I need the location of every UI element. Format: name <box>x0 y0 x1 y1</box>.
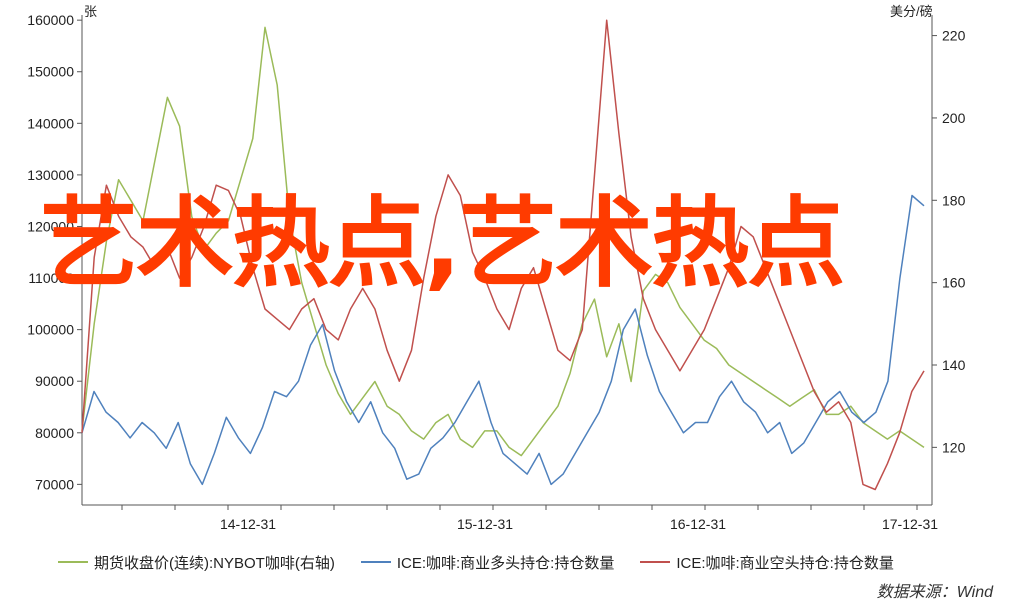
left-tick-label: 150000 <box>27 64 74 80</box>
legend-swatch-blue <box>360 561 391 563</box>
right-tick-label: 180 <box>942 192 966 208</box>
legend-swatch-green <box>58 561 88 563</box>
left-tick-label: 160000 <box>27 12 74 28</box>
right-tick-label: 220 <box>942 28 966 44</box>
right-axis-label: 美分/磅 <box>890 4 933 19</box>
legend-label-nybot: 期货收盘价(连续):NYBOT咖啡(右轴) <box>94 554 335 572</box>
legend-item-long: ICE:咖啡:商业多头持仓:持仓数量 <box>360 552 615 573</box>
left-tick-label: 100000 <box>27 322 74 338</box>
x-tick-label: 17-12-31 <box>882 516 938 532</box>
left-tick-label: 130000 <box>27 167 74 183</box>
left-tick-label: 90000 <box>35 373 74 389</box>
left-tick-label: 80000 <box>35 425 74 441</box>
series-line-0 <box>81 26 925 457</box>
legend-label-long: ICE:咖啡:商业多头持仓:持仓数量 <box>396 554 615 572</box>
right-tick-label: 140 <box>942 357 966 373</box>
plot-frame <box>81 15 933 506</box>
x-tick-label: 14-12-31 <box>220 516 276 532</box>
data-source: 数据来源：Wind <box>876 584 993 601</box>
left-axis-label: 张 <box>84 4 97 19</box>
legend: 期货收盘价(连续):NYBOT咖啡(右轴) ICE:咖啡:商业多头持仓:持仓数量… <box>58 549 894 575</box>
legend-item-short: ICE:咖啡:商业空头持仓:持仓数量 <box>640 552 894 573</box>
right-tick-label: 120 <box>942 439 966 455</box>
right-tick-label: 160 <box>942 275 966 291</box>
legend-swatch-red <box>640 561 671 563</box>
series-layer <box>81 19 925 491</box>
right-axis-ticks: 120 140 160 180 200 220 <box>932 28 966 455</box>
right-tick-label: 200 <box>942 110 966 126</box>
series-line-2 <box>81 19 925 491</box>
legend-item-nybot: 期货收盘价(连续):NYBOT咖啡(右轴) <box>58 552 335 573</box>
left-tick-label: 70000 <box>35 476 74 492</box>
left-tick-label: 120000 <box>27 218 74 234</box>
x-axis-ticks: 14-12-31 15-12-31 16-12-31 17-12-31 <box>121 505 938 532</box>
legend-label-short: ICE:咖啡:商业空头持仓:持仓数量 <box>676 554 894 572</box>
left-tick-label: 140000 <box>27 115 74 131</box>
series-line-1 <box>81 194 925 486</box>
x-tick-label: 16-12-31 <box>670 516 726 532</box>
left-tick-label: 110000 <box>28 270 74 286</box>
x-tick-label: 15-12-31 <box>457 516 513 532</box>
left-axis-ticks: 70000 80000 90000 100000 110000 120000 130000 1… <box>27 12 82 492</box>
